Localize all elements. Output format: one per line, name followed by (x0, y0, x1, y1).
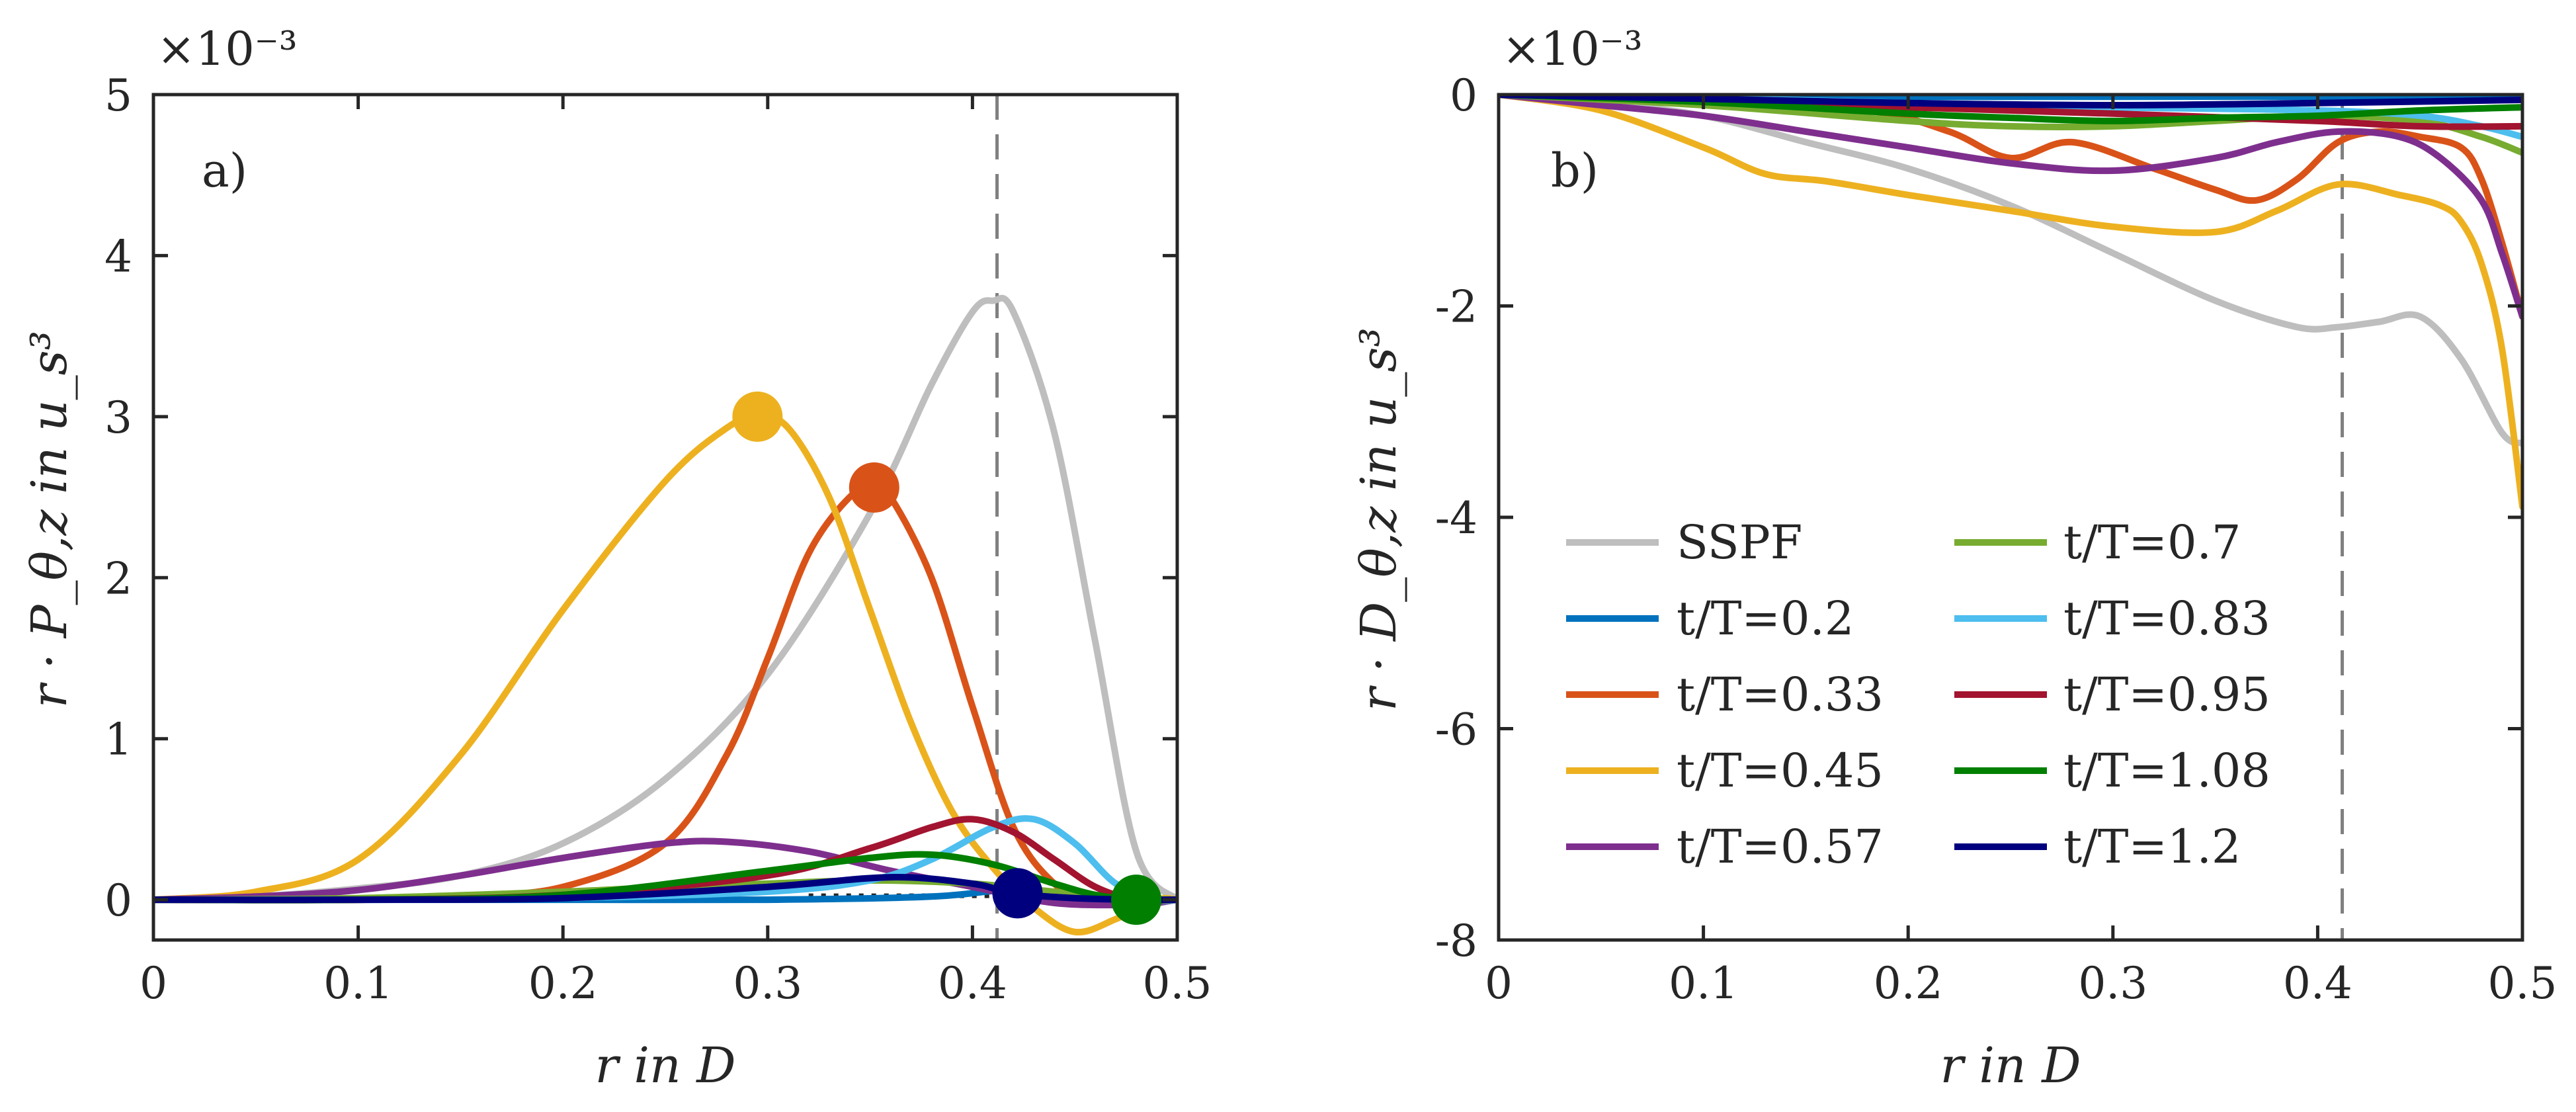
panel-b-x-tick-label: 0 (1485, 958, 1513, 1009)
panel-b-exponent-label: ×10⁻³ (1502, 22, 1643, 76)
panel-b-y-tick-label: -2 (1435, 282, 1477, 333)
panel-a-y-tick-label: 5 (104, 70, 132, 121)
panel-a-y-tick-label: 3 (104, 392, 132, 443)
panel-b-x-tick-label: 0.2 (1874, 958, 1943, 1009)
panel-a-series-group (153, 95, 1177, 940)
panel-a-y-tick-label: 1 (104, 714, 132, 765)
panel-b-x-tick-label: 0.4 (2283, 958, 2352, 1009)
legend-entry-2: t/T=0.33 (1677, 667, 1884, 722)
panel-a-peak-marker-1 (849, 462, 899, 513)
panel-b-series-line-3 (1499, 95, 2522, 510)
panel-b-y-axis-label: r · D_θ,z in u_s³ (1350, 327, 1407, 711)
panel-b-series-line-9 (1499, 95, 2522, 108)
legend-entry-0: SSPF (1677, 515, 1802, 570)
legend-entry-3: t/T=0.45 (1677, 744, 1884, 798)
panel-a-y-tick-label: 4 (104, 231, 132, 282)
panel-b-y-tick-label: -4 (1435, 493, 1477, 544)
panel-a-axes-box (151, 93, 1179, 942)
panel-a-x-tick-label: 0 (140, 958, 167, 1009)
panel-b-x-tick-label: 0.5 (2488, 958, 2557, 1009)
panel-b-x-axis-label: r in D (1940, 1037, 2081, 1094)
panel-b-label: b) (1551, 144, 1599, 198)
panel-a-label: a) (202, 144, 247, 198)
panel-b-x-tick-label: 0.3 (2078, 958, 2147, 1009)
panel-a-y-tick-label: 2 (104, 553, 132, 604)
legend-entry-5: t/T=0.7 (2063, 515, 2241, 570)
panel-a-x-tick-label: 0.3 (733, 958, 802, 1009)
panel-a-peak-marker-0 (732, 391, 783, 442)
legend-entry-6: t/T=0.83 (2063, 591, 2270, 646)
legend-background (1548, 503, 2328, 873)
panel-a-x-axis-label: r in D (595, 1037, 735, 1094)
panel-b-series-line-8 (1499, 95, 2522, 124)
panel-b-y-tick-label: 0 (1450, 70, 1477, 121)
panel-a-series-line-9 (153, 874, 1177, 904)
panel-b-legend: SSPF t/T=0.2 t/T=0.33 t/T=0.45 t/T=0.57 t/T=0… (1548, 503, 2328, 874)
panel-a-y-axis-label: r · P_θ,z in u_s³ (21, 331, 78, 708)
panel-a-x-tick-label: 0.5 (1143, 958, 1212, 1009)
panel-a-peak-marker-3 (1111, 875, 1162, 925)
legend-entry-8: t/T=1.08 (2063, 744, 2270, 798)
panel-b-series-group (1499, 95, 2522, 940)
legend-entry-1: t/T=0.2 (1677, 591, 1854, 646)
panel-b-series-line-5 (1499, 95, 2522, 156)
panel-a: 0 0.1 0.2 0.3 0.4 0.5 0 1 2 3 4 5 ×10⁻³ a) r in D r… (21, 22, 1212, 1094)
panel-a-x-tick-label: 0.1 (323, 958, 393, 1009)
panel-a-series-line-3 (153, 413, 1177, 936)
panel-a-peak-marker-2 (992, 868, 1043, 919)
panel-a-x-tick-label: 0.2 (528, 958, 598, 1009)
panel-a-markers (732, 391, 1162, 925)
legend-entry-9: t/T=1.2 (2063, 820, 2241, 874)
panel-a-x-tick-label: 0.4 (938, 958, 1007, 1009)
panel-a-exponent-label: ×10⁻³ (157, 22, 298, 76)
legend-entry-4: t/T=0.57 (1677, 820, 1884, 874)
panel-b-y-tick-label: -8 (1435, 916, 1477, 966)
panel-b-series-line-4 (1499, 95, 2522, 320)
panel-b-x-tick-label: 0.1 (1669, 958, 1738, 1009)
panel-b-ticks: 0 0.1 0.2 0.3 0.4 0.5 0 -2 -4 -6 -8 (1435, 70, 2557, 1009)
panel-a-ticks: 0 0.1 0.2 0.3 0.4 0.5 0 1 2 3 4 5 (104, 70, 1212, 1009)
legend-entry-7: t/T=0.95 (2063, 667, 2270, 722)
panel-a-y-tick-label: 0 (104, 875, 132, 926)
panel-b: 0 0.1 0.2 0.3 0.4 0.5 0 -2 -4 -6 -8 ×10⁻³ b) r in … (1350, 22, 2557, 1094)
panel-b-y-tick-label: -6 (1435, 705, 1477, 755)
